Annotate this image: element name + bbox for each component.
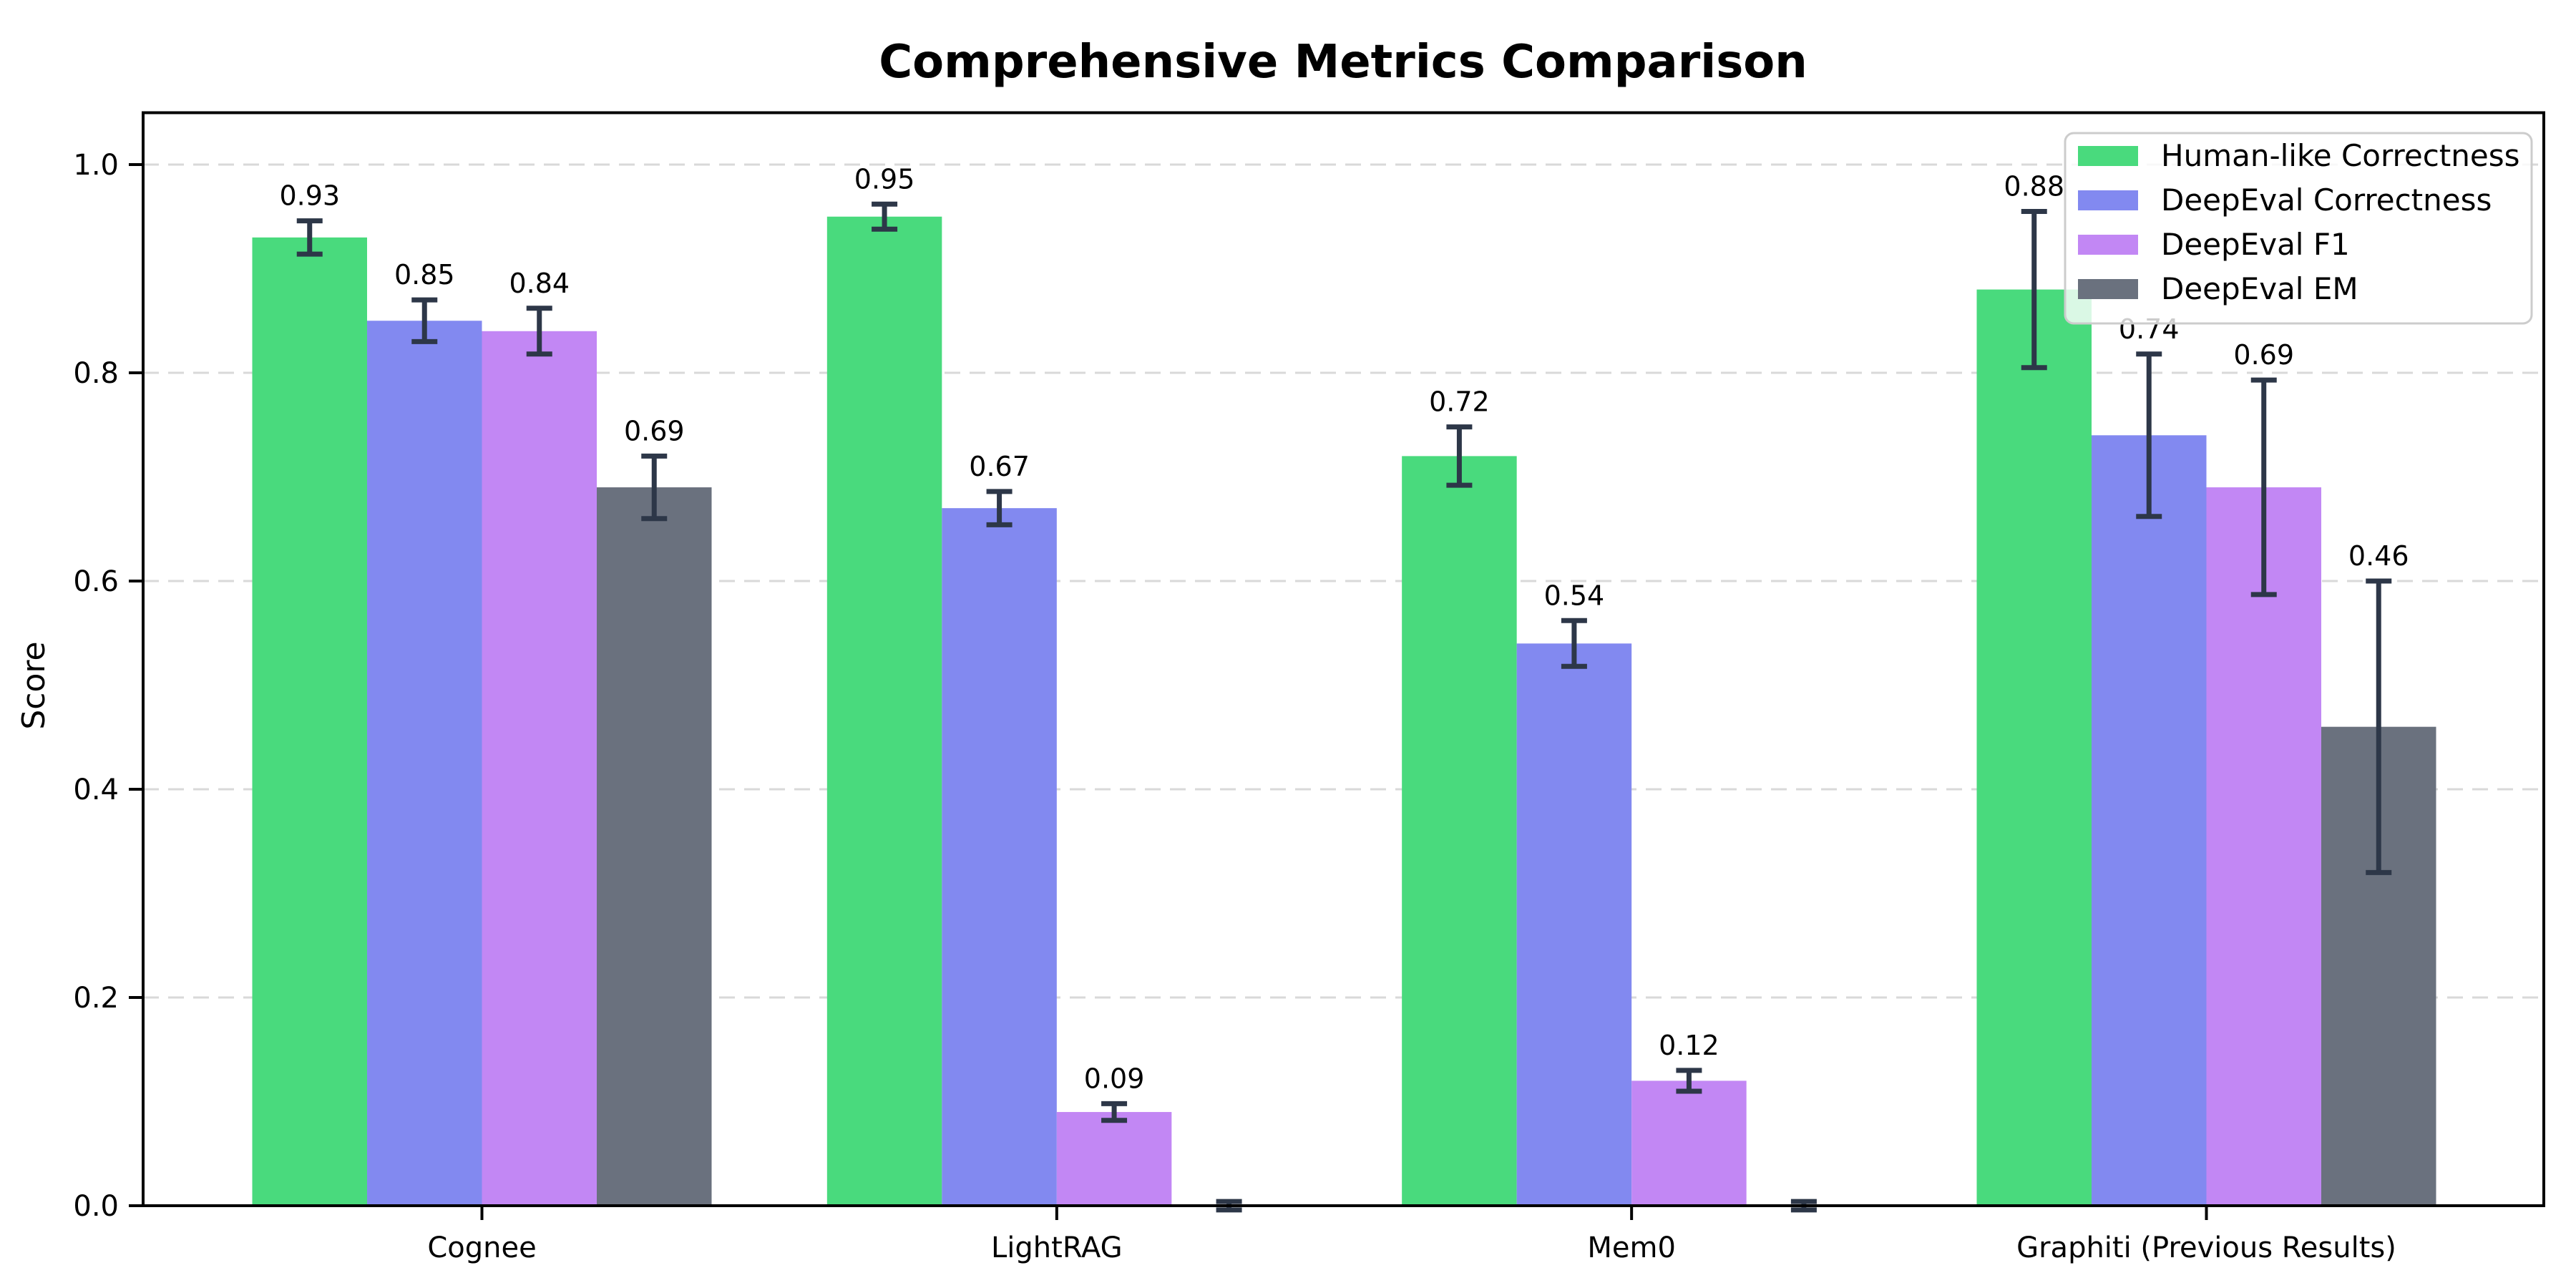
legend-swatch: [2078, 146, 2138, 166]
bar: [597, 487, 712, 1206]
bar-value-labels-layer: 0.930.950.720.880.850.670.540.740.840.09…: [279, 163, 2409, 1094]
bar-value-label: 0.69: [624, 415, 685, 447]
bar-value-label: 0.12: [1659, 1030, 1719, 1061]
bar: [1056, 1112, 1172, 1206]
error-bars-layer: [296, 201, 2392, 1213]
bars-layer: [252, 216, 2436, 1206]
x-tick-label: Cognee: [427, 1231, 536, 1264]
bar: [2091, 435, 2207, 1206]
bar-value-label: 0.72: [1429, 386, 1490, 418]
y-tick-label: 0.4: [73, 774, 119, 806]
legend-box: [2064, 132, 2533, 325]
bar-value-label: 0.54: [1544, 580, 1605, 611]
bar: [1976, 289, 2092, 1206]
bar-value-label: 0.93: [279, 180, 340, 212]
bar: [482, 331, 597, 1206]
bar: [367, 321, 482, 1206]
bar: [252, 237, 367, 1206]
y-tick-label: 0.6: [73, 565, 119, 598]
x-tick-label: Mem0: [1587, 1231, 1676, 1264]
bar-value-label: 0.88: [2004, 170, 2064, 202]
y-tick-label: 0.8: [73, 357, 119, 390]
axes-layer: 0.0 0.2 0.4 0.6 0.8 1.0 Cognee LightRAG Mem0 Grap…: [73, 111, 2545, 1264]
chart-title: Comprehensive Metrics Comparison: [879, 36, 1807, 89]
bar: [1402, 456, 1517, 1206]
bar: [1516, 643, 1632, 1206]
y-axis-label: Score: [16, 641, 52, 729]
x-tick-label: Graphiti (Previous Results): [2016, 1231, 2396, 1264]
bar-value-label: 0.09: [1084, 1063, 1145, 1094]
legend-swatch: [2078, 279, 2138, 299]
bar-value-label: 0.46: [2348, 540, 2409, 572]
legend-label: Human-like Correctness: [2161, 138, 2520, 173]
legend-label: DeepEval Correctness: [2161, 182, 2492, 218]
legend-swatch: [2078, 235, 2138, 255]
y-tick-label: 0.0: [73, 1190, 119, 1223]
bar-value-label: 0.67: [969, 451, 1030, 482]
legend-label: DeepEval F1: [2161, 227, 2350, 262]
bar-value-label: 0.95: [854, 163, 915, 195]
bar: [1631, 1080, 1747, 1206]
legend-layer: Human-like Correctness DeepEval Correctne…: [2064, 132, 2533, 325]
bar: [2206, 487, 2321, 1206]
bar-value-label: 0.69: [2233, 339, 2294, 371]
bar-value-label: 0.84: [509, 268, 570, 299]
x-tick-label: LightRAG: [991, 1231, 1123, 1264]
bar: [942, 508, 1057, 1206]
bar: [826, 216, 942, 1206]
plot-spines: [142, 111, 2545, 1207]
legend-label: DeepEval EM: [2161, 271, 2358, 306]
bar-value-label: 0.85: [394, 259, 455, 291]
legend-swatch: [2078, 190, 2138, 210]
y-tick-label: 1.0: [73, 149, 119, 182]
y-tick-label: 0.2: [73, 982, 119, 1015]
